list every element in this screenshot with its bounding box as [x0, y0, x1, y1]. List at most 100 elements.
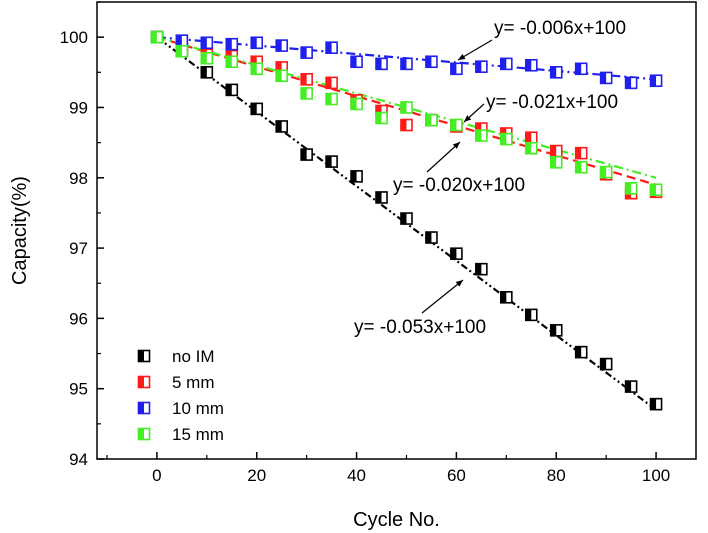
legend-marker-15-mm: [137, 427, 151, 441]
data-point-no-im: [350, 170, 363, 183]
x-tick-label: 80: [547, 466, 566, 485]
y-tick-label: 98: [69, 169, 88, 188]
data-point-no-im: [599, 357, 613, 371]
annotation-arrow: [421, 279, 464, 314]
legend-marker-10-mm: [137, 401, 151, 415]
y-tick-label: 94: [69, 450, 88, 469]
data-point-15-mm: [649, 183, 663, 197]
data-point-no-im: [400, 212, 413, 225]
annotation-arrow: [463, 103, 485, 123]
data-point-no-im: [425, 231, 438, 244]
data-point-15-mm: [574, 160, 588, 174]
data-point-10-mm: [400, 57, 413, 71]
data-point-15-mm: [375, 111, 388, 125]
x-tick-label: 0: [152, 466, 161, 485]
data-point-no-im: [475, 262, 488, 276]
data-point-15-mm: [425, 113, 438, 127]
data-point-5-mm: [524, 131, 538, 144]
y-tick-label: 97: [69, 239, 88, 258]
data-point-15-mm: [624, 182, 638, 195]
fit-equation-10-mm: y= -0.006x+100: [494, 18, 626, 39]
legend: no IM 5 mm 10 mm 15 mm: [137, 347, 224, 444]
data-point-10-mm: [624, 76, 638, 90]
annotation-arrow: [426, 141, 461, 173]
data-point-10-mm: [599, 71, 613, 85]
data-point-10-mm: [250, 36, 264, 50]
data-point-10-mm: [500, 57, 513, 71]
data-point-no-im: [500, 290, 513, 304]
data-point-10-mm: [375, 57, 388, 71]
data-points: [150, 30, 663, 411]
data-point-no-im: [300, 148, 313, 161]
data-point-15-mm: [400, 101, 413, 114]
data-point-15-mm: [599, 165, 613, 179]
data-point-5-mm: [400, 118, 413, 132]
data-point-10-mm: [574, 62, 588, 76]
data-point-10-mm: [475, 60, 488, 73]
fit-equation-no-im: y= -0.053x+100: [354, 317, 486, 338]
data-point-15-mm: [350, 97, 363, 111]
data-point-15-mm: [450, 118, 463, 132]
data-point-5-mm: [549, 144, 563, 158]
data-point-10-mm: [200, 36, 214, 50]
annotation-arrow: [457, 39, 493, 61]
data-point-5-mm: [574, 146, 588, 160]
fit-line-15-mm: [156, 36, 657, 179]
y-tick-label: 100: [60, 28, 88, 47]
plot-frame: [96, 1, 697, 460]
data-point-10-mm: [549, 66, 563, 79]
data-point-no-im: [250, 102, 264, 116]
data-point-10-mm: [175, 34, 189, 47]
data-point-10-mm: [225, 37, 239, 51]
y-tick-label: 96: [69, 309, 88, 328]
data-point-15-mm: [300, 87, 313, 100]
fit-equation-15-mm: y= -0.020x+100: [393, 175, 525, 196]
data-point-no-im: [225, 83, 239, 97]
data-point-no-im: [624, 380, 638, 393]
x-tick-label: 60: [447, 466, 466, 485]
x-tick-label: 20: [247, 466, 266, 485]
data-point-10-mm: [275, 39, 288, 52]
legend-label-5-mm: 5 mm: [172, 373, 215, 392]
data-point-15-mm: [150, 30, 164, 44]
data-point-10-mm: [524, 58, 538, 72]
x-axis-title: Cycle No.: [353, 509, 440, 531]
data-point-no-im: [649, 397, 663, 411]
legend-label-15-mm: 15 mm: [172, 425, 224, 444]
data-point-10-mm: [425, 55, 438, 69]
data-point-15-mm: [524, 141, 538, 155]
axes: 0 20 40 60 80 100 94 95 96 97 98 99 100: [60, 1, 670, 485]
data-point-5-mm: [325, 76, 338, 90]
y-tick-label: 99: [69, 98, 88, 117]
data-point-15-mm: [250, 62, 264, 76]
data-point-no-im: [325, 155, 338, 168]
legend-label-no-im: no IM: [172, 347, 215, 366]
legend-marker-no-im: [137, 349, 151, 363]
data-point-no-im: [549, 324, 563, 337]
annotations: y= -0.006x+100 y= -0.021x+100 y= -0.020x+1…: [354, 18, 626, 338]
data-point-10-mm: [300, 46, 313, 59]
data-point-15-mm: [549, 156, 563, 169]
data-point-15-mm: [500, 132, 513, 146]
data-point-no-im: [275, 120, 288, 133]
data-point-5-mm: [300, 73, 313, 86]
x-tick-label: 40: [347, 466, 366, 485]
data-point-no-im: [200, 66, 214, 79]
y-axis-title: Capacity(%): [9, 176, 31, 285]
data-point-no-im: [524, 308, 538, 322]
data-point-15-mm: [325, 92, 338, 106]
data-point-15-mm: [175, 44, 189, 58]
legend-marker-5-mm: [137, 375, 151, 389]
data-point-10-mm: [325, 41, 338, 55]
legend-label-10-mm: 10 mm: [172, 399, 224, 418]
data-point-15-mm: [275, 69, 288, 83]
data-point-10-mm: [450, 62, 463, 76]
data-point-15-mm: [225, 55, 239, 69]
data-point-no-im: [574, 345, 588, 359]
data-point-no-im: [375, 191, 388, 204]
data-point-10-mm: [649, 74, 663, 88]
x-tick-label: 100: [642, 466, 670, 485]
data-point-no-im: [450, 247, 463, 261]
y-tick-label: 95: [69, 380, 88, 399]
